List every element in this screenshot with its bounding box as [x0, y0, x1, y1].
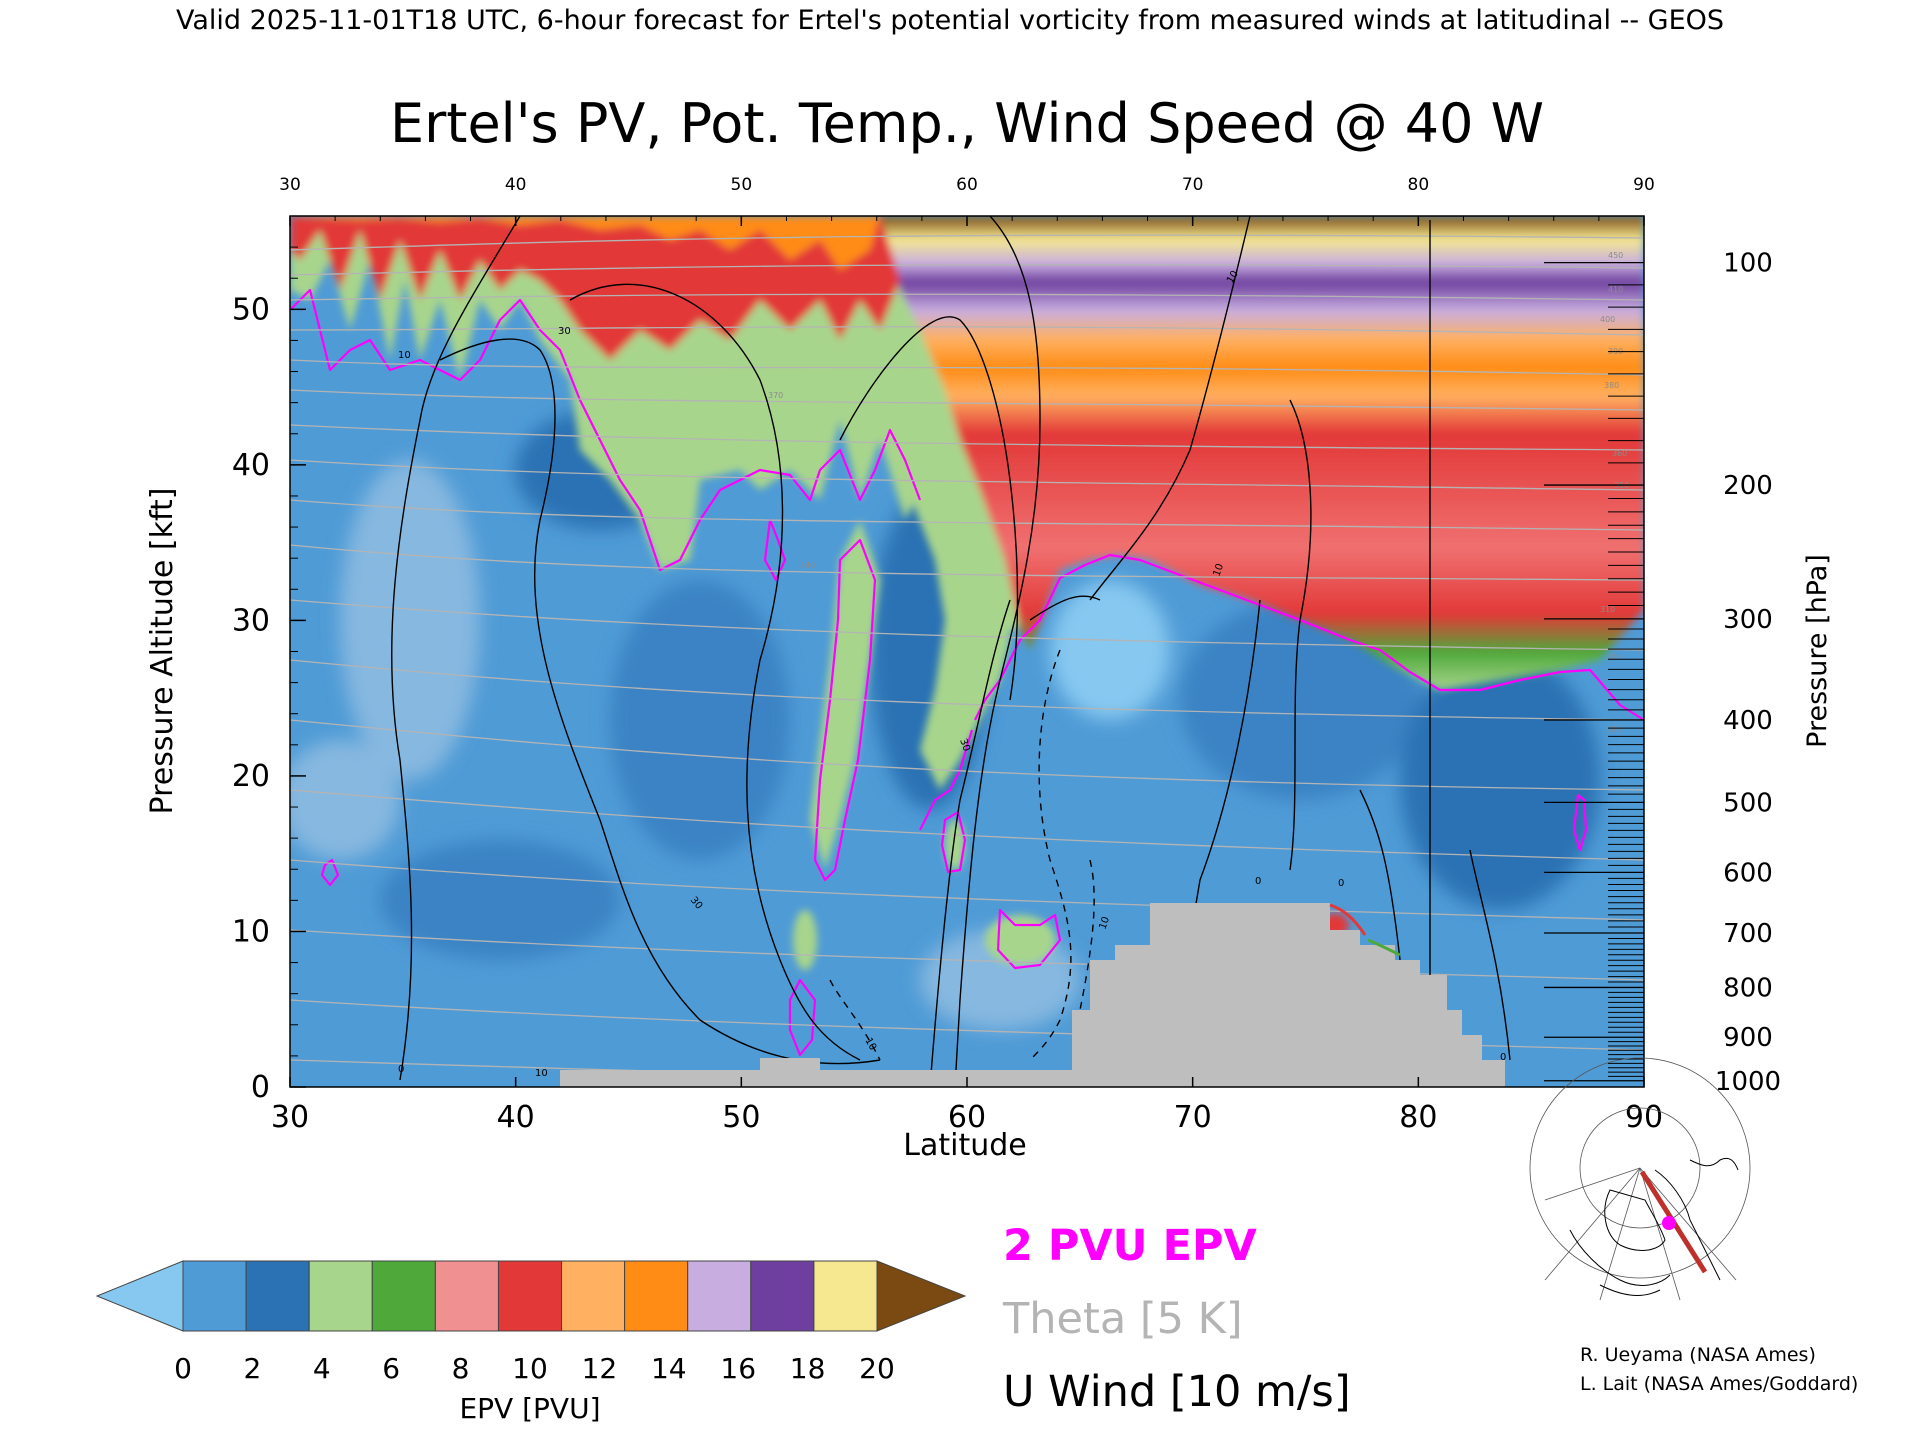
- epv-colorbar: 0 2 4 6 8 10 12 14 16 18 20: [95, 1260, 967, 1385]
- x-tick-label-top: 40: [505, 175, 527, 195]
- x-tick-label: 70: [1174, 1100, 1212, 1135]
- colorbar-tick-label: 20: [859, 1352, 895, 1385]
- contour-label: 10: [398, 350, 411, 361]
- pressure-tick-label: 200: [1723, 471, 1773, 501]
- x-tick-label-top: 30: [279, 175, 301, 195]
- y-tick-label: 50: [232, 292, 270, 327]
- colorbar-tick-label: 12: [582, 1352, 618, 1385]
- colorbar-tick-label: 6: [382, 1352, 400, 1385]
- colorbar-swatch: [687, 1260, 752, 1332]
- y-tick-label: 20: [232, 759, 270, 794]
- colorbar-swatch: [245, 1260, 310, 1332]
- pressure-tick-label: 400: [1723, 706, 1773, 736]
- colorbar-swatch: [561, 1260, 626, 1332]
- theta-label: 360: [1612, 449, 1627, 458]
- legend-uwind: U Wind [10 m/s]: [1003, 1367, 1351, 1417]
- theta-label: 310: [1600, 605, 1615, 614]
- colorbar-tick-label: 18: [790, 1352, 826, 1385]
- pressure-tick-label: 300: [1723, 605, 1773, 635]
- pressure-tick-label: 700: [1723, 919, 1773, 949]
- x-tick-label-top: 90: [1633, 175, 1655, 195]
- y-tick-label: 0: [251, 1070, 270, 1105]
- epv-field: [290, 216, 1644, 1087]
- y-axis: 0 10 20 30 40 50: [232, 215, 306, 1105]
- x-tick-label-top: 60: [956, 175, 978, 195]
- x-tick-label-top: 50: [731, 175, 753, 195]
- x-tick-label-top: 70: [1182, 175, 1204, 195]
- credit-line-1: R. Ueyama (NASA Ames): [1580, 1344, 1816, 1366]
- pressure-axis-label: Pressure [hPa]: [1802, 554, 1833, 748]
- colorbar-tick-label: 4: [313, 1352, 331, 1385]
- location-marker: [1662, 1216, 1676, 1230]
- legend: 2 PVU EPV Theta [5 K] U Wind [10 m/s]: [1002, 1221, 1351, 1417]
- colorbar-label: EPV [PVU]: [459, 1392, 600, 1425]
- contour-label: 10: [1211, 562, 1226, 578]
- theta-label: 380: [1604, 381, 1619, 390]
- colorbar-swatch: [750, 1260, 815, 1332]
- theta-label: 300: [1606, 653, 1621, 662]
- colorbar-swatch: [308, 1260, 373, 1332]
- x-tick-label: 30: [271, 1100, 309, 1135]
- y-tick-label: 10: [232, 914, 270, 949]
- terrain-mask: [560, 903, 1505, 1087]
- y-tick-label: 40: [232, 448, 270, 483]
- contour-label: 30: [558, 326, 571, 337]
- pressure-tick-label: 1000: [1715, 1067, 1781, 1097]
- colorbar-swatch: [813, 1260, 878, 1332]
- contour-label: 0: [1255, 876, 1261, 887]
- x-tick-label: 40: [497, 1100, 535, 1135]
- pressure-axis: 100 200 300 400 500 600 700 800 900 1000: [1544, 249, 1781, 1097]
- theta-label: 450: [1608, 251, 1623, 260]
- header-caption: Valid 2025-11-01T18 UTC, 6-hour forecast…: [176, 5, 1724, 36]
- theta-label: 370: [768, 391, 783, 400]
- contour-label: 0: [1338, 878, 1344, 889]
- contour-label: 0: [1500, 1052, 1506, 1063]
- legend-theta: Theta [5 K]: [1002, 1294, 1243, 1344]
- colorbar-under-arrow: [95, 1260, 184, 1332]
- colorbar-swatch: [434, 1260, 499, 1332]
- pressure-tick-label: 100: [1723, 249, 1773, 279]
- colorbar-tick-label: 14: [651, 1352, 687, 1385]
- x-tick-label: 90: [1625, 1100, 1663, 1135]
- x-axis-label: Latitude: [903, 1128, 1026, 1163]
- pressure-tick-label: 800: [1723, 973, 1773, 1003]
- legend-epv: 2 PVU EPV: [1003, 1221, 1257, 1271]
- credit-line-2: L. Lait (NASA Ames/Goddard): [1580, 1373, 1858, 1395]
- colorbar-tick-label: 0: [174, 1352, 192, 1385]
- colorbar-swatch: [624, 1260, 689, 1332]
- pressure-tick-label: 500: [1723, 788, 1773, 818]
- chart-title: Ertel's PV, Pot. Temp., Wind Speed @ 40 …: [390, 92, 1544, 155]
- contour-label: 10: [1097, 915, 1112, 931]
- y-axis-label: Pressure Altitude [kft]: [145, 488, 180, 815]
- contour-label: 10: [535, 1068, 548, 1079]
- theta-label: 290: [1606, 725, 1621, 734]
- colorbar-swatch: [182, 1260, 247, 1332]
- theta-label: 340: [800, 561, 815, 570]
- theta-label: 410: [1608, 285, 1623, 294]
- x-axis: 30 30 40 40 50 50 60 60 70 70 80 80 90 90: [271, 175, 1663, 1135]
- contour-label: 30: [957, 737, 972, 753]
- north-atlantic-locator-map: [1529, 1057, 1751, 1304]
- pressure-tick-label: 900: [1723, 1023, 1773, 1053]
- x-tick-label: 80: [1399, 1100, 1437, 1135]
- colorbar-tick-label: 8: [452, 1352, 470, 1385]
- y-tick-label: 30: [232, 603, 270, 638]
- contour-label: 0: [398, 1064, 404, 1075]
- theta-label: 400: [1600, 315, 1615, 324]
- colorbar-tick-label: 10: [512, 1352, 548, 1385]
- pressure-tick-label: 600: [1723, 858, 1773, 888]
- colorbar-over-arrow: [876, 1260, 967, 1332]
- colorbar-swatch: [371, 1260, 436, 1332]
- colorbar-swatch: [497, 1260, 563, 1332]
- x-tick-label-top: 80: [1408, 175, 1430, 195]
- x-tick-label: 60: [948, 1100, 986, 1135]
- x-tick-label: 50: [722, 1100, 760, 1135]
- colorbar-tick-label: 2: [243, 1352, 261, 1385]
- colorbar-tick-label: 16: [720, 1352, 756, 1385]
